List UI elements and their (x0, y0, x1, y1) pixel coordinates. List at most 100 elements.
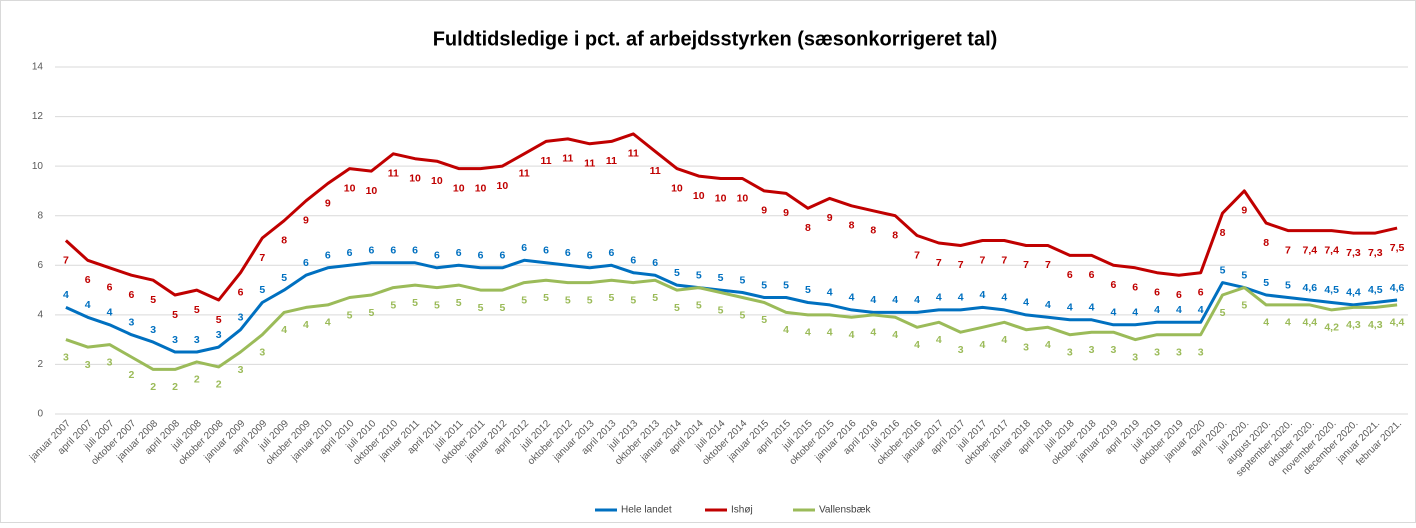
data-label: 4 (107, 307, 113, 319)
data-label: 10 (453, 182, 465, 194)
data-label: 10 (344, 182, 356, 194)
data-label: 5 (216, 314, 222, 326)
data-label: 4 (914, 294, 920, 306)
y-tick-label: 4 (37, 309, 43, 320)
data-label: 4 (1176, 304, 1182, 316)
data-label: 6 (630, 255, 636, 267)
data-label: 3 (1067, 346, 1073, 358)
data-label: 4 (1089, 302, 1095, 314)
data-label: 6 (369, 245, 375, 257)
data-label: 3 (172, 334, 178, 346)
y-tick-label: 2 (37, 359, 43, 370)
data-label: 2 (150, 381, 156, 393)
data-label: 3 (259, 346, 265, 358)
data-label: 5 (805, 284, 811, 296)
data-label: 10 (431, 175, 443, 187)
data-label: 11 (650, 165, 661, 177)
data-label: 3 (150, 324, 156, 336)
series-line (65, 278, 1398, 371)
data-label: 6 (434, 250, 440, 262)
data-label: 6 (543, 245, 549, 257)
data-label: 2 (128, 369, 134, 381)
data-label: 8 (805, 222, 811, 234)
data-label: 10 (671, 182, 683, 194)
data-label: 2 (216, 379, 222, 391)
data-label: 4 (281, 324, 287, 336)
data-label: 3 (63, 351, 69, 363)
data-label: 6 (412, 245, 418, 257)
data-label: 7 (980, 254, 986, 266)
data-label: 7 (958, 259, 964, 271)
data-label: 7,5 (1390, 242, 1405, 254)
data-label: 8 (281, 234, 287, 246)
data-label: 4 (892, 329, 898, 341)
data-label: 9 (325, 197, 331, 209)
data-label: 9 (783, 207, 789, 219)
y-tick-label: 8 (37, 210, 43, 221)
data-label: 5 (739, 309, 745, 321)
data-label: 5 (718, 304, 724, 316)
data-label: 5 (630, 294, 636, 306)
data-label: 6 (609, 247, 615, 259)
data-label: 4,2 (1324, 322, 1339, 334)
data-label: 6 (238, 287, 244, 299)
data-label: 10 (715, 192, 727, 204)
data-label: 8 (1220, 227, 1226, 239)
data-label: 4 (936, 334, 942, 346)
data-label: 6 (303, 257, 309, 269)
data-label: 5 (521, 294, 527, 306)
data-label: 3 (194, 334, 200, 346)
data-label: 6 (652, 257, 658, 269)
data-label: 9 (303, 215, 309, 227)
data-label: 11 (628, 148, 639, 160)
data-label: 10 (693, 190, 705, 202)
data-label: 11 (584, 158, 595, 170)
data-label: 6 (107, 282, 113, 294)
data-label: 3 (216, 329, 222, 341)
data-label: 5 (696, 269, 702, 281)
data-label: 6 (499, 250, 505, 262)
data-label: 3 (238, 312, 244, 324)
data-label: 5 (783, 279, 789, 291)
data-label: 8 (870, 225, 876, 237)
data-label: 4,3 (1368, 319, 1383, 331)
data-label: 3 (128, 316, 134, 328)
data-label: 4 (1198, 304, 1204, 316)
data-label: 4,4 (1346, 287, 1361, 299)
data-label: 5 (761, 279, 767, 291)
data-label: 10 (737, 192, 749, 204)
data-label: 4 (827, 327, 833, 339)
data-label: 5 (456, 297, 462, 309)
data-label: 3 (1110, 344, 1116, 356)
data-label: 4 (914, 339, 920, 351)
chart-title: Fuldtidsledige i pct. af arbejdsstyrken … (433, 28, 998, 50)
data-label: 2 (194, 374, 200, 386)
data-label: 4 (892, 294, 898, 306)
y-tick-label: 14 (32, 62, 44, 73)
data-label: 4 (85, 299, 91, 311)
y-tick-label: 10 (32, 161, 44, 172)
data-label: 4 (303, 319, 309, 331)
data-label: 4 (980, 339, 986, 351)
data-label: 6 (565, 247, 571, 259)
data-label: 5 (739, 274, 745, 286)
data-label: 6 (128, 289, 134, 301)
data-label: 9 (1241, 205, 1247, 217)
data-label: 5 (369, 307, 375, 319)
data-label: 7,4 (1302, 244, 1317, 256)
data-label: 4 (1045, 299, 1051, 311)
data-label: 5 (150, 294, 156, 306)
data-label: 6 (347, 247, 353, 259)
data-label: 6 (1132, 282, 1138, 294)
data-label: 4,5 (1324, 284, 1339, 296)
data-label: 6 (1089, 269, 1095, 281)
data-label: 4 (1045, 339, 1051, 351)
data-label: 4 (1110, 307, 1116, 319)
legend-label: Hele landet (621, 505, 672, 516)
data-label: 5 (1220, 264, 1226, 276)
data-label: 3 (1198, 346, 1204, 358)
data-label: 3 (238, 364, 244, 376)
data-label: 9 (827, 212, 833, 224)
data-label: 11 (388, 168, 399, 180)
data-label: 11 (562, 153, 573, 165)
